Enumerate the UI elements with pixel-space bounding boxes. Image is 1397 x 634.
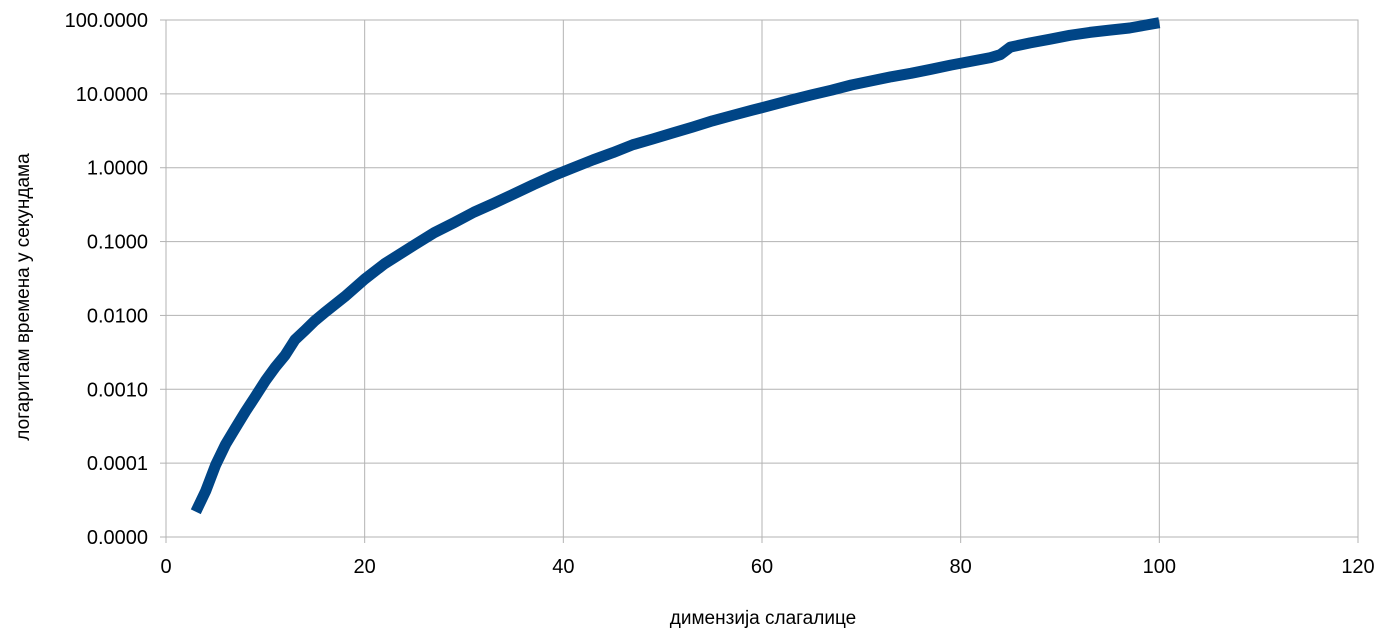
- y-tick-label: 10.0000: [76, 84, 148, 106]
- y-axis-ticks: 0.0000 0.0001 0.0010 0.0100 0.1000 1.0000 10.0…: [65, 10, 148, 549]
- grid: [160, 19, 1359, 543]
- x-axis-label: димензија слагалице: [670, 608, 856, 629]
- y-tick-label: 0.0000: [87, 527, 148, 549]
- x-tick-label: 100: [1143, 556, 1176, 578]
- y-tick-label: 100.0000: [65, 10, 148, 32]
- x-axis-ticks: 0 20 40 60 80 100 120: [160, 556, 1374, 578]
- x-tick-label: 120: [1341, 556, 1374, 578]
- series-line: [190, 17, 1161, 515]
- series-layer: [190, 17, 1161, 515]
- x-tick-label: 60: [751, 556, 773, 578]
- y-axis-label: логаритам времена у секундама: [13, 153, 34, 441]
- x-tick-label: 80: [950, 556, 972, 578]
- x-tick-label: 0: [160, 556, 171, 578]
- y-tick-label: 0.0010: [87, 379, 148, 401]
- y-tick-label: 0.1000: [87, 232, 148, 254]
- y-tick-label: 1.0000: [87, 158, 148, 180]
- y-tick-label: 0.0001: [87, 453, 148, 475]
- x-tick-label: 20: [354, 556, 376, 578]
- x-tick-label: 40: [552, 556, 574, 578]
- y-tick-label: 0.0100: [87, 305, 148, 327]
